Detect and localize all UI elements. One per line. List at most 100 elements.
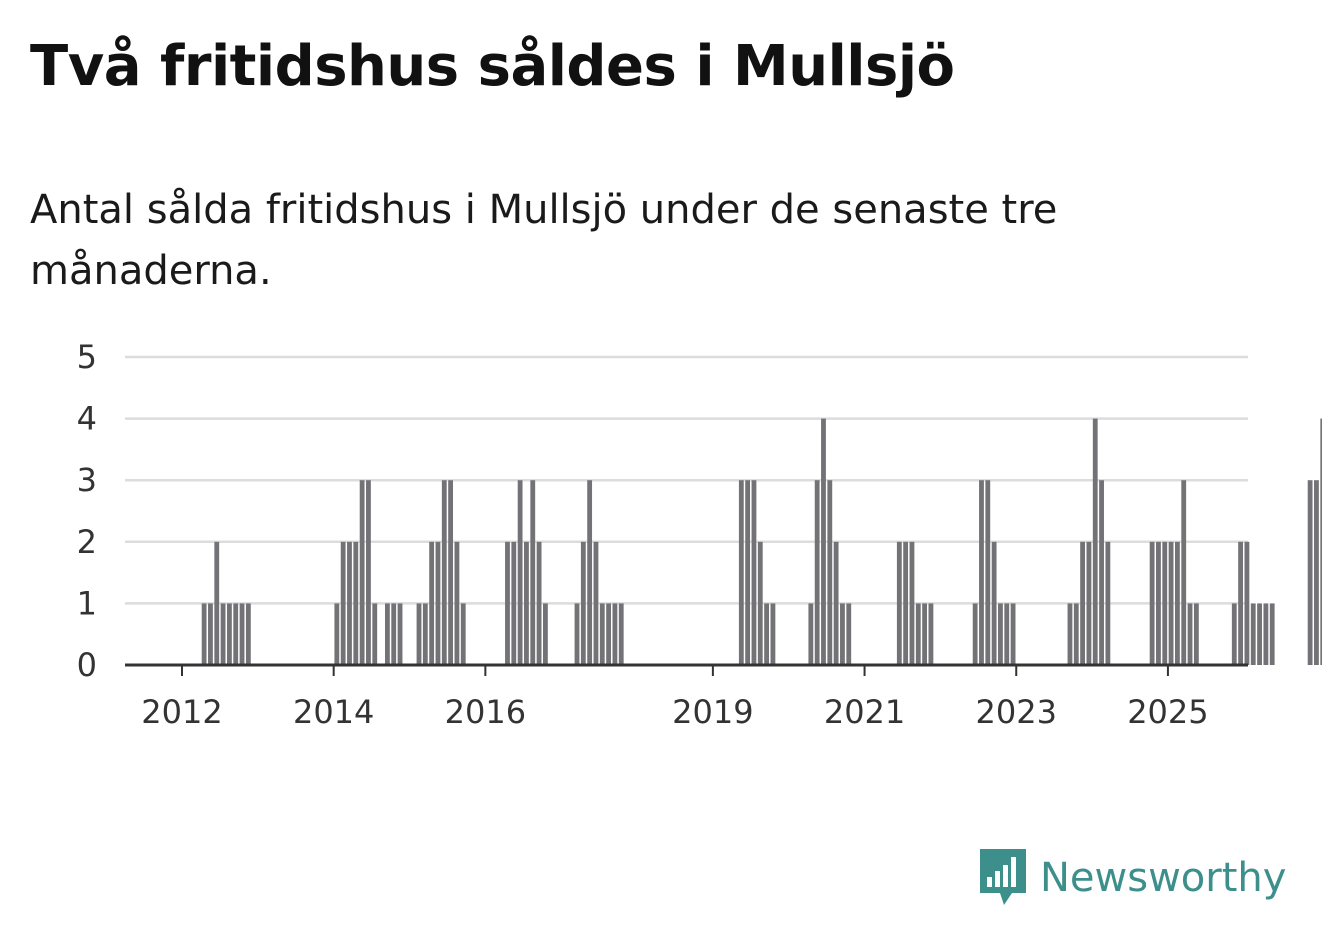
bar: [915, 603, 921, 665]
bar: [441, 480, 447, 665]
bar: [505, 541, 510, 665]
bar: [1320, 418, 1322, 665]
x-tick-label: 2019: [672, 693, 753, 731]
bar: [1092, 418, 1098, 665]
newsworthy-logo-icon: [980, 849, 1026, 905]
bar: [1231, 603, 1237, 665]
bar: [593, 541, 599, 665]
bar: [334, 603, 340, 665]
bar: [814, 480, 820, 665]
bar: [384, 603, 390, 665]
bar: [448, 480, 454, 665]
bar: [1168, 541, 1174, 665]
bar: [372, 603, 378, 665]
bar: [827, 480, 833, 665]
bar: [1250, 603, 1256, 665]
bar: [1269, 603, 1275, 665]
bar: [511, 541, 517, 665]
bar: [618, 603, 624, 665]
bar: [599, 603, 605, 665]
bar: [738, 480, 744, 665]
bar: [764, 603, 770, 665]
y-tick-label: 3: [77, 461, 97, 499]
bar: [922, 603, 928, 665]
x-tick-label: 2012: [141, 693, 222, 731]
bar: [214, 541, 220, 665]
y-tick-label: 4: [77, 400, 97, 438]
bar: [1193, 603, 1199, 665]
bar: [435, 541, 441, 665]
bar: [226, 603, 232, 665]
bar: [587, 480, 593, 665]
bar: [1156, 541, 1161, 665]
bar: [770, 603, 776, 665]
chart-title: Två fritidshus såldes i Mullsjö: [30, 34, 955, 99]
bar: [903, 541, 909, 665]
bar: [1073, 603, 1079, 665]
bar: [239, 603, 245, 665]
bar: [1080, 541, 1086, 665]
bar: [397, 603, 403, 665]
x-tick-label: 2025: [1127, 693, 1208, 731]
bar: [530, 480, 536, 665]
bar: [340, 541, 346, 665]
bar: [751, 480, 757, 665]
bar: [1238, 541, 1244, 665]
bar: [1010, 603, 1016, 665]
bar: [1067, 603, 1073, 665]
bar: [1105, 541, 1111, 665]
bar: [460, 603, 466, 665]
bar: [1187, 603, 1193, 665]
bar: [454, 541, 460, 665]
bar: [896, 541, 902, 665]
bar: [998, 603, 1003, 665]
bar: [1004, 603, 1010, 665]
bar: [347, 541, 352, 665]
bar: [808, 603, 814, 665]
y-tick-label: 5: [77, 338, 97, 376]
bar: [366, 480, 371, 665]
y-tick-label: 1: [77, 584, 97, 622]
bar: [353, 541, 359, 665]
bar: [821, 418, 826, 665]
bar: [1099, 480, 1104, 665]
bar: [524, 541, 529, 665]
bar: [1086, 541, 1092, 665]
bar: [517, 480, 523, 665]
bar: [1149, 541, 1155, 665]
bar: [1257, 603, 1262, 665]
y-tick-label: 0: [77, 646, 97, 684]
bar: [542, 603, 548, 665]
bar: [972, 603, 978, 665]
bar: [1314, 480, 1319, 665]
bar: [840, 603, 845, 665]
bar: [1162, 541, 1168, 665]
bar: [985, 480, 991, 665]
bar: [422, 603, 428, 665]
bar: [208, 603, 213, 665]
bar: [1174, 541, 1180, 665]
bar: [991, 541, 997, 665]
bar: [233, 603, 239, 665]
bar: [846, 603, 852, 665]
brand-logo: Newsworthy: [978, 846, 1286, 910]
bar: [1181, 480, 1187, 665]
bar: [536, 541, 542, 665]
bar: [1263, 603, 1269, 665]
bar: [757, 541, 763, 665]
brand-name: Newsworthy: [1040, 855, 1287, 901]
bar: [580, 541, 586, 665]
bar: [909, 541, 915, 665]
bar: [979, 480, 984, 665]
bar: [833, 541, 839, 665]
bar: [928, 603, 934, 665]
x-tick-label: 2014: [293, 693, 374, 731]
y-tick-label: 2: [77, 523, 97, 561]
bar: [416, 603, 422, 665]
bar: [612, 603, 618, 665]
bar: [220, 603, 226, 665]
bar: [201, 603, 207, 665]
x-tick-label: 2016: [445, 693, 526, 731]
x-tick-label: 2023: [976, 693, 1057, 731]
